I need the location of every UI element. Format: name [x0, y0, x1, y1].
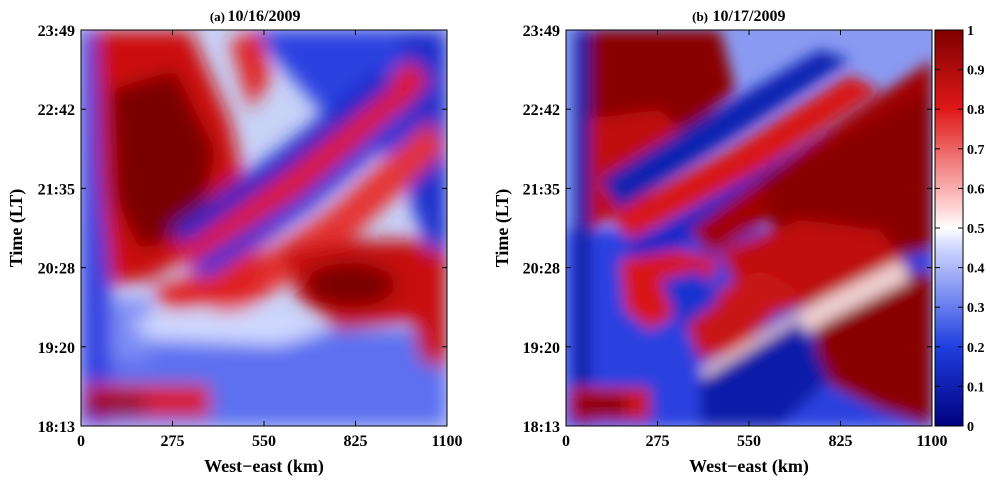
y-tick-label: 19:20 [38, 340, 75, 357]
colorbar-tick-label: 0.4 [967, 262, 985, 277]
y-tick-label: 22:42 [38, 102, 75, 119]
y-tick-label: 21:35 [38, 181, 75, 198]
x-tick-label: 1100 [916, 433, 947, 450]
colorbar-tick-label: 0.5 [967, 222, 985, 237]
panel-b: (b) 10/17/2009 West−east (km) Time (LT) … [492, 8, 985, 477]
chart-title-b: 10/17/2009 [713, 8, 786, 25]
y-tick-label: 23:49 [523, 23, 560, 40]
colorbar-tick-label: 0.7 [967, 143, 985, 158]
colorbar-tick-label: 0.6 [967, 182, 985, 197]
x-tick-label: 550 [252, 433, 276, 450]
colorbar-tick-label: 0 [967, 420, 974, 435]
y-tick-label: 22:42 [523, 102, 560, 119]
heatmap-a [81, 30, 447, 426]
y-tick-label: 23:49 [38, 23, 75, 40]
x-tick-label: 550 [737, 433, 761, 450]
colorbar-tick-label: 1 [967, 24, 974, 39]
x-tick-label: 0 [562, 433, 570, 450]
y-tick-label: 19:20 [523, 340, 560, 357]
y-tick-label: 21:35 [523, 181, 560, 198]
y-tick-label: 20:28 [523, 261, 560, 278]
x-tick-label: 275 [161, 433, 185, 450]
x-axis-label-a: West−east (km) [204, 456, 324, 477]
heatmap-b [566, 30, 932, 426]
x-tick-label: 275 [646, 433, 670, 450]
x-axis-label-b: West−east (km) [689, 456, 809, 477]
x-tick-label: 825 [829, 433, 853, 450]
colorbar-tick-label: 0.9 [967, 64, 985, 79]
x-tick-label: 1100 [431, 433, 462, 450]
y-tick-label: 18:13 [523, 419, 560, 436]
axis-ticks-a: 0 275 550 825 1100 18:13 19:20 20:28 21:35 22:42 2… [38, 23, 463, 450]
colorbar-tick-label: 0.2 [967, 341, 985, 356]
axis-ticks-b: 0 275 550 825 1100 18:13 19:20 20:28 21:35 22:42 2… [523, 23, 948, 450]
panel-label-a: (a) [210, 9, 225, 24]
colorbar-tick-label: 0.1 [967, 380, 985, 395]
colorbar-tick-label: 0.3 [967, 301, 985, 316]
y-tick-label: 20:28 [38, 261, 75, 278]
chart-title-a: 10/16/2009 [228, 8, 301, 25]
x-tick-label: 0 [77, 433, 85, 450]
y-tick-label: 18:13 [38, 419, 75, 436]
panel-label-b: (b) [692, 9, 708, 24]
y-axis-label-a: Time (LT) [6, 189, 27, 268]
x-tick-label: 825 [344, 433, 368, 450]
colorbar-ticks: 0 0.1 0.2 0.3 0.4 0.5 0.6 0.7 0.8 0.9 1 [935, 24, 985, 435]
colorbar-tick-label: 0.8 [967, 103, 985, 118]
panel-a: (a) 10/16/2009 West−east (km) Time (LT) … [6, 8, 463, 477]
y-axis-label-b: Time (LT) [492, 189, 513, 268]
